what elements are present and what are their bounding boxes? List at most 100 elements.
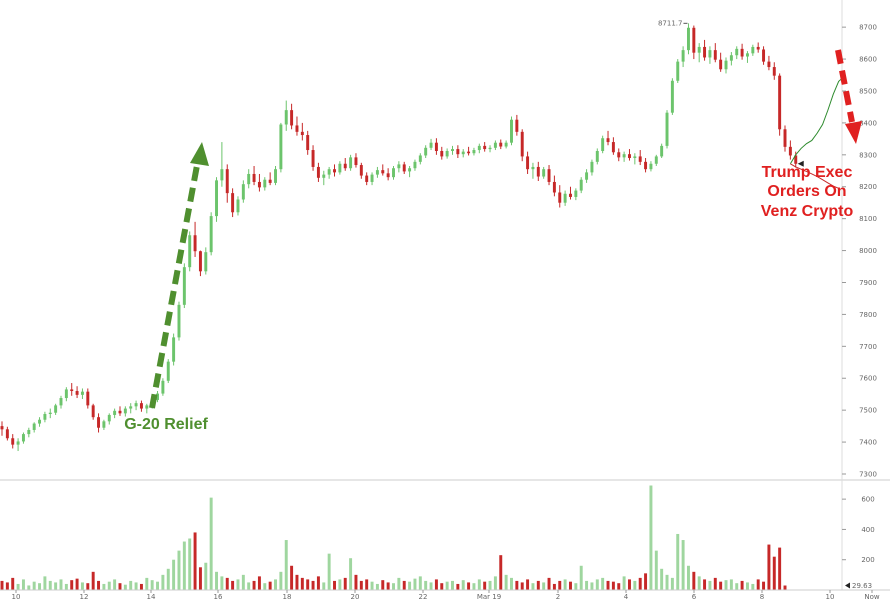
candle-body xyxy=(783,129,787,147)
candle-body xyxy=(295,125,299,132)
trump-exec-annotation: Trump Exec Orders On Venz Crypto xyxy=(761,49,862,220)
volume-bar xyxy=(118,583,122,590)
volume-bar xyxy=(762,581,766,590)
price-tick-label: 7500 xyxy=(859,407,877,415)
candle-body xyxy=(129,406,133,409)
volume-tick-label: 200 xyxy=(861,556,874,564)
candle-body xyxy=(477,145,481,151)
candle-body xyxy=(311,150,315,167)
volume-bar xyxy=(644,573,648,590)
candle-body xyxy=(713,50,717,60)
volume-bar xyxy=(402,580,406,590)
volume-bar xyxy=(343,577,347,590)
candle-body xyxy=(617,152,621,158)
volume-bar xyxy=(290,565,294,590)
volume-bar xyxy=(150,580,154,590)
candle-body xyxy=(338,163,342,173)
candle-body xyxy=(735,48,739,56)
candle-body xyxy=(756,46,760,50)
candle-body xyxy=(595,150,599,162)
candle-body xyxy=(724,60,728,70)
volume-bar xyxy=(241,574,245,590)
volume-bar xyxy=(579,565,583,590)
volume-bar xyxy=(198,567,202,590)
candle-body xyxy=(424,147,428,156)
volume-bar xyxy=(510,577,513,590)
candle-body xyxy=(552,181,556,193)
candle-body xyxy=(504,142,508,147)
candle-body xyxy=(231,193,235,213)
x-tick-label: 6 xyxy=(692,593,697,601)
trump-label-line-3: Venz Crypto xyxy=(761,203,854,220)
volume-bar xyxy=(172,559,176,590)
volume-bar xyxy=(558,580,562,590)
volume-bar xyxy=(493,576,497,590)
candle-body xyxy=(354,157,358,166)
candle-body xyxy=(740,48,744,57)
volume-bar xyxy=(585,580,589,590)
candle-body xyxy=(86,391,90,406)
candle-body xyxy=(48,412,52,414)
last-price-marker xyxy=(797,160,804,167)
candle-body xyxy=(118,410,122,414)
volume-bar xyxy=(392,583,395,590)
x-tick-label: 2 xyxy=(556,593,560,601)
volume-bar xyxy=(64,583,68,590)
price-tick-label: 7400 xyxy=(859,439,877,447)
candle-body xyxy=(134,403,138,407)
volume-bar xyxy=(333,580,336,590)
candle-body xyxy=(365,175,369,182)
volume-bar xyxy=(107,581,111,590)
volume-bar xyxy=(193,532,197,590)
volume-bar xyxy=(322,582,326,590)
candle-body xyxy=(531,166,535,170)
volume-bar xyxy=(483,581,487,590)
volume-bar xyxy=(456,583,460,590)
candle-body xyxy=(493,142,497,148)
candle-body xyxy=(97,417,101,428)
volume-bar xyxy=(300,577,304,590)
volume-bar xyxy=(236,579,240,590)
candle-body xyxy=(381,170,385,174)
candle-body xyxy=(257,181,261,188)
candle-body xyxy=(445,150,449,157)
candle-body xyxy=(263,179,267,188)
volume-bar xyxy=(633,580,637,590)
volume-bar xyxy=(263,583,267,590)
volume-bar xyxy=(27,585,31,590)
volume-bar xyxy=(268,581,272,590)
volume-bar xyxy=(703,579,707,590)
candle-body xyxy=(166,361,170,381)
candle-body xyxy=(703,46,707,58)
last-volume-label: 29.63 xyxy=(852,582,872,590)
candle-body xyxy=(322,174,326,178)
candle-body xyxy=(579,179,583,191)
x-tick-label: 10 xyxy=(12,593,21,601)
price-tick-label: 8000 xyxy=(859,247,877,255)
candle-body xyxy=(316,166,320,178)
candle-body xyxy=(745,53,749,57)
candle-body xyxy=(558,192,562,203)
volume-bar xyxy=(670,577,674,590)
candle-body xyxy=(27,429,31,435)
volume-bar xyxy=(708,580,712,590)
volume-bar xyxy=(5,582,9,590)
candle-body xyxy=(601,138,605,151)
candle-body xyxy=(467,151,471,154)
candle-body xyxy=(198,251,202,272)
candle-body xyxy=(274,169,277,183)
candle-body xyxy=(91,405,95,418)
volume-bar xyxy=(745,582,749,590)
volume-bar xyxy=(461,580,465,590)
volume-bar xyxy=(563,579,567,590)
volume-bar xyxy=(488,580,492,590)
candle-body xyxy=(64,389,68,399)
candle-body xyxy=(418,155,422,162)
price-tick-label: 8600 xyxy=(859,56,877,64)
candle-body xyxy=(306,135,310,151)
volume-bar xyxy=(569,581,572,590)
candle-body xyxy=(794,155,798,164)
volume-bar xyxy=(451,580,454,590)
